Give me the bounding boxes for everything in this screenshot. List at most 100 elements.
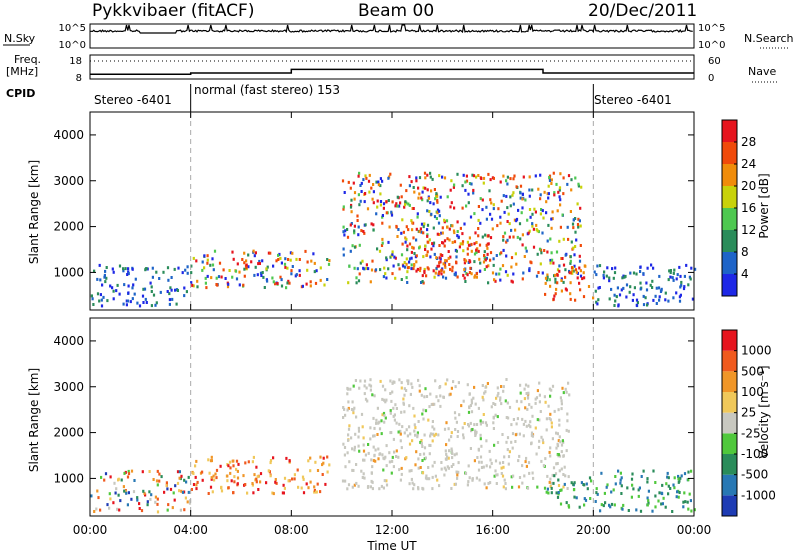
data-cell (387, 199, 390, 202)
data-cell (184, 496, 187, 500)
data-cell (443, 239, 447, 243)
data-cell (212, 268, 215, 272)
data-cell (422, 255, 425, 259)
data-cell (582, 295, 586, 299)
data-cell (510, 265, 513, 269)
data-cell (509, 204, 512, 208)
data-cell (440, 467, 443, 471)
data-cell (125, 303, 128, 307)
data-cell (350, 198, 353, 202)
data-cell (498, 272, 501, 276)
data-cell (559, 489, 562, 492)
data-cell (445, 421, 448, 425)
data-cell (673, 486, 676, 490)
data-cell (515, 262, 518, 266)
data-cell (608, 297, 611, 301)
data-cell (511, 432, 515, 436)
data-cell (587, 285, 591, 288)
data-cell (439, 394, 442, 398)
data-cell (486, 246, 489, 250)
data-cell (160, 475, 163, 479)
data-cell (421, 412, 424, 416)
data-cell (436, 198, 439, 202)
data-cell (445, 457, 448, 461)
data-cell (483, 391, 486, 395)
data-cell (490, 201, 493, 205)
data-cell (245, 263, 248, 267)
data-cell (392, 380, 395, 384)
data-cell (385, 256, 388, 260)
data-cell (496, 441, 500, 444)
data-cell (211, 257, 214, 261)
data-cell (377, 421, 380, 425)
data-cell (367, 179, 371, 183)
data-cell (452, 380, 455, 384)
data-cell (130, 469, 134, 473)
data-cell (233, 480, 236, 484)
data-cell (575, 238, 578, 242)
data-cell (534, 401, 537, 405)
data-cell (525, 249, 528, 253)
data-cell (371, 393, 374, 397)
data-cell (687, 507, 690, 511)
data-cell (142, 301, 145, 304)
data-cell (382, 411, 386, 415)
data-cell (546, 250, 549, 254)
data-cell (560, 402, 563, 406)
data-cell (190, 264, 193, 268)
data-cell (353, 245, 357, 249)
data-cell (439, 260, 442, 264)
data-cell (406, 248, 409, 252)
data-cell (450, 201, 453, 205)
data-cell (538, 381, 541, 385)
data-cell (306, 260, 309, 264)
data-cell (501, 264, 505, 268)
data-cell (442, 241, 445, 245)
data-cell (408, 482, 411, 486)
data-cell (475, 241, 478, 244)
data-cell (691, 297, 694, 301)
data-cell (535, 223, 538, 227)
data-cell (505, 254, 508, 258)
data-cell (400, 472, 403, 476)
data-cell (389, 255, 392, 259)
data-cell (242, 474, 245, 478)
data-cell (519, 383, 522, 387)
data-cell (181, 271, 184, 275)
data-cell (389, 379, 392, 383)
data-cell (287, 258, 290, 261)
data-cell (558, 239, 561, 243)
data-cell (516, 235, 519, 239)
data-cell (232, 464, 235, 468)
data-cell (543, 395, 546, 399)
data-cell (92, 303, 95, 306)
data-cell (455, 452, 458, 456)
data-cell (470, 249, 473, 253)
data-cell (474, 429, 477, 433)
velocity-scale-label: Velocity [m s⁻¹] (757, 365, 771, 458)
data-cell (363, 458, 366, 462)
data-cell (279, 275, 282, 279)
data-cell (665, 482, 668, 486)
data-cell (528, 175, 531, 179)
data-cell (469, 215, 473, 219)
data-cell (489, 178, 492, 182)
data-cell (371, 465, 374, 469)
data-cell (384, 272, 387, 276)
data-cell (437, 399, 440, 403)
freq-unit-label: [MHz] (6, 65, 38, 78)
data-cell (502, 385, 505, 389)
data-cell (291, 251, 294, 255)
data-cell (457, 381, 460, 385)
data-cell (123, 489, 126, 493)
data-cell (596, 302, 599, 306)
data-cell (577, 217, 580, 221)
data-cell (436, 232, 439, 236)
data-cell (98, 263, 101, 267)
data-cell (557, 478, 560, 482)
data-cell (673, 268, 676, 272)
data-cell (558, 418, 561, 422)
data-cell (114, 491, 117, 495)
data-cell (460, 404, 463, 408)
